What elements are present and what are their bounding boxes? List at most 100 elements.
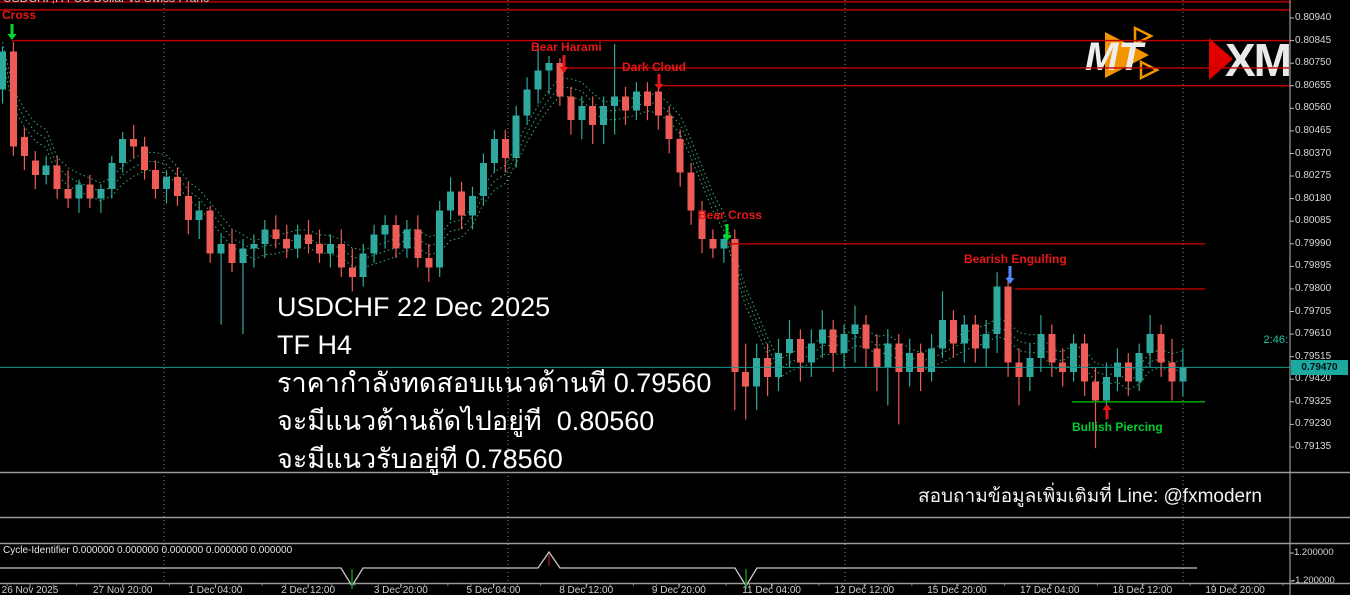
candle-body bbox=[786, 338, 793, 354]
candle-body bbox=[665, 115, 673, 140]
candle-body bbox=[501, 139, 509, 159]
candle-body bbox=[130, 139, 138, 147]
candle-body bbox=[414, 229, 422, 258]
candle-body bbox=[818, 329, 826, 344]
mt-logo-text: MT bbox=[1085, 35, 1146, 79]
candle-body bbox=[152, 170, 159, 190]
candle-body bbox=[490, 139, 498, 163]
arrow-up-icon[interactable] bbox=[1102, 404, 1112, 410]
candle-body bbox=[458, 191, 466, 216]
candle-body bbox=[403, 229, 411, 249]
candle-body bbox=[862, 324, 870, 349]
candle-body bbox=[250, 243, 258, 249]
arrow-down-icon[interactable] bbox=[559, 67, 569, 73]
xm-logo-text: XM bbox=[1225, 34, 1290, 86]
candle-body bbox=[9, 51, 17, 147]
candle-body bbox=[436, 210, 444, 268]
candle-body bbox=[676, 139, 684, 173]
candle-body bbox=[512, 115, 520, 159]
candle-body bbox=[469, 196, 476, 216]
candle-body bbox=[873, 348, 881, 368]
ma-ribbon-line bbox=[1, 42, 1184, 373]
candle-body bbox=[1168, 362, 1176, 382]
candle-body bbox=[119, 139, 127, 163]
candle-body bbox=[1070, 343, 1078, 373]
candle-body bbox=[971, 324, 979, 349]
candle-body bbox=[261, 229, 269, 244]
candle-body bbox=[643, 91, 651, 106]
candle-body bbox=[807, 343, 815, 363]
candle-body bbox=[654, 91, 662, 116]
candle-body bbox=[556, 63, 564, 97]
candle-body bbox=[796, 338, 804, 363]
candle-body bbox=[698, 210, 706, 239]
candle-body bbox=[53, 165, 61, 190]
candle-body bbox=[272, 229, 280, 239]
candle-body bbox=[731, 239, 739, 373]
candle-body bbox=[239, 248, 247, 263]
mt-logo-small-triangle2-icon bbox=[1139, 59, 1160, 81]
candle-body bbox=[906, 353, 914, 373]
candle-body bbox=[1092, 381, 1099, 401]
candle-body bbox=[228, 243, 236, 263]
candle-body bbox=[370, 234, 378, 254]
candle-body bbox=[917, 353, 925, 373]
xm-logo-triangle-icon bbox=[1209, 38, 1233, 80]
candle-body bbox=[392, 224, 400, 249]
candle-body bbox=[359, 253, 367, 277]
broker-logo: MT XM bbox=[1083, 22, 1298, 91]
candle-body bbox=[949, 319, 957, 344]
candle-body bbox=[534, 70, 542, 90]
candle-body bbox=[283, 239, 291, 249]
candle-body bbox=[567, 96, 575, 121]
candle-body bbox=[632, 91, 640, 111]
candle-body bbox=[381, 224, 389, 235]
candle-body bbox=[840, 334, 848, 354]
candle-body bbox=[884, 343, 892, 368]
cycle-identifier-line bbox=[0, 550, 1197, 588]
arrow-down-icon[interactable] bbox=[654, 84, 664, 90]
candle-body bbox=[1146, 334, 1154, 354]
arrow-down-icon[interactable] bbox=[722, 235, 732, 241]
candle-body bbox=[1015, 362, 1023, 377]
candle-body bbox=[0, 51, 6, 90]
candle-body bbox=[1081, 343, 1089, 382]
candle-body bbox=[1048, 334, 1056, 363]
candle-body bbox=[326, 243, 334, 254]
candle-body bbox=[1124, 362, 1132, 382]
arrow-down-icon[interactable] bbox=[1005, 278, 1015, 284]
candle-body bbox=[545, 63, 553, 71]
candle-body bbox=[141, 146, 149, 171]
candle-body bbox=[337, 243, 345, 268]
candle-body bbox=[939, 319, 946, 349]
candle-body bbox=[578, 105, 586, 121]
candle-body bbox=[829, 329, 837, 354]
candle-body bbox=[589, 105, 597, 125]
candle-body bbox=[97, 189, 105, 199]
candle-body bbox=[1157, 334, 1165, 363]
candle-body bbox=[1037, 334, 1045, 358]
candle-body bbox=[1179, 367, 1187, 382]
candle-body bbox=[64, 189, 72, 199]
chart-title-clipped: USDCHF,H4 US Dollar vs Swiss Franc bbox=[3, 0, 209, 5]
arrow-down-icon[interactable] bbox=[7, 34, 17, 40]
candle-body bbox=[184, 196, 192, 220]
candle-body bbox=[479, 163, 487, 197]
candle-body bbox=[42, 165, 50, 175]
candle-body bbox=[1102, 376, 1110, 401]
candle-body bbox=[75, 184, 83, 199]
candle-body bbox=[982, 334, 990, 349]
candle-body bbox=[294, 234, 302, 249]
candle-body bbox=[316, 243, 323, 254]
candle-body bbox=[86, 184, 94, 199]
candle-body bbox=[600, 105, 608, 125]
candle-body bbox=[348, 267, 356, 277]
candle-body bbox=[523, 89, 531, 116]
candle-body bbox=[217, 243, 225, 254]
candle-body bbox=[687, 172, 695, 211]
candle-body bbox=[305, 234, 312, 244]
candle-body bbox=[1004, 286, 1012, 363]
candle-body bbox=[960, 324, 968, 344]
candle-body bbox=[709, 239, 717, 249]
